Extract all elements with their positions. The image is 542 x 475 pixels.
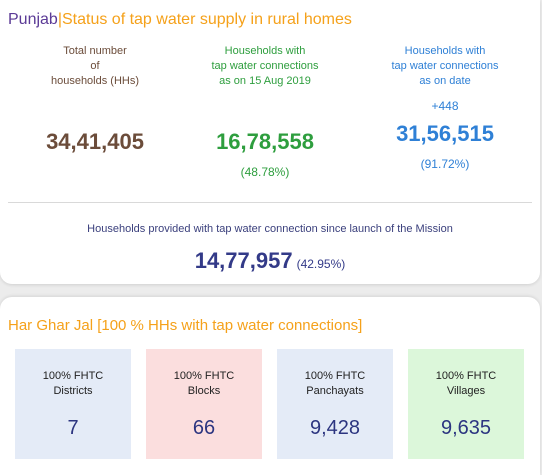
baseline-connections-label: Households with tap water connections as… [211,45,319,87]
fhtc-panchayats-label: 100% FHTC Panchayats [304,370,366,397]
current-connections-label: Households with tap water connections as… [391,45,499,87]
state-name: Punjab [8,11,58,28]
fhtc-villages-label: 100% FHTC Villages [435,370,497,397]
fhtc-villages-tile: 100% FHTC Villages 9,635 [408,349,524,459]
total-households-value: 34,41,405 [46,129,144,154]
section-divider [8,202,532,203]
title-separator: | [57,11,62,28]
page-subtitle: Status of tap water supply in rural home… [61,11,352,28]
har-ghar-jal-card: Har Ghar Jal [100 % HHs with tap water c… [0,297,540,475]
total-households-stat: Total number of households (HHs) 34,41,4… [20,44,170,155]
har-ghar-jal-title: Har Ghar Jal [100 % HHs with tap water c… [8,317,363,334]
current-connections-value: 31,56,515 [396,121,494,146]
mission-connections-stat: 14,77,957 (42.95%) [0,248,540,274]
mission-connections-label: Households provided with tap water conne… [87,223,453,235]
baseline-connections-value: 16,78,558 [216,129,314,154]
mission-connections-percent: (42.95%) [296,257,346,271]
total-households-label: Total number of households (HHs) [50,45,140,87]
baseline-connections-percent: (48.78%) [240,165,290,179]
baseline-connections-stat: Households with tap water connections as… [190,44,340,179]
fhtc-districts-label: 100% FHTC Districts [42,370,104,397]
fhtc-panchayats-value: 9,428 [309,417,361,439]
page-title: Punjab|Status of tap water supply in rur… [8,11,352,29]
current-connections-percent: (91.72%) [420,157,470,171]
fhtc-villages-value: 9,635 [440,417,492,439]
fhtc-districts-value: 7 [67,417,79,439]
fhtc-blocks-tile: 100% FHTC Blocks 66 [146,349,262,459]
fhtc-blocks-value: 66 [192,417,216,439]
current-connections-stat: Households with tap water connections as… [370,44,520,171]
mission-connections-value: 14,77,957 [194,248,293,273]
fhtc-districts-tile: 100% FHTC Districts 7 [15,349,131,459]
current-connections-delta: +448 [431,99,459,113]
tap-water-status-card: Punjab|Status of tap water supply in rur… [0,0,540,284]
fhtc-blocks-label: 100% FHTC Blocks [173,370,235,397]
fhtc-panchayats-tile: 100% FHTC Panchayats 9,428 [277,349,393,459]
